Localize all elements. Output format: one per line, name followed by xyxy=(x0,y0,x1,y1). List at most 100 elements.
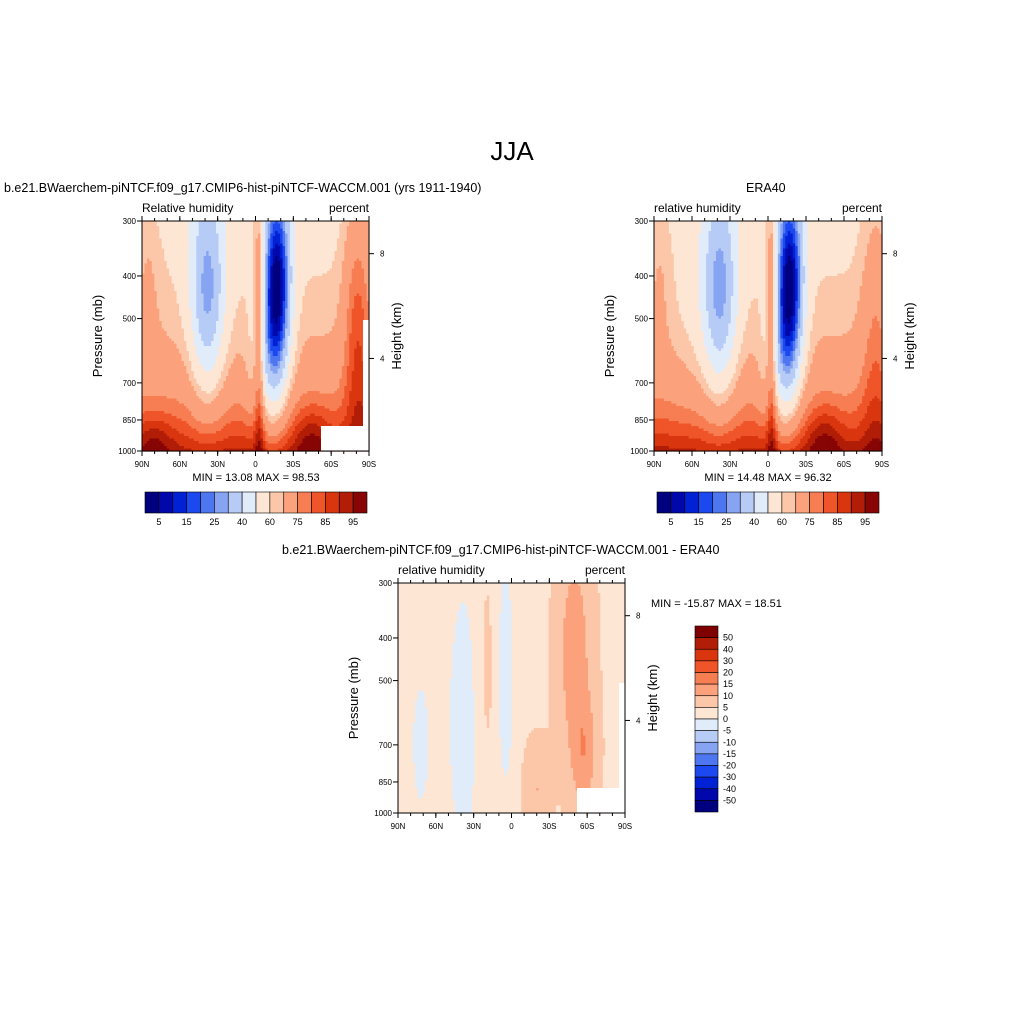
contour-cell xyxy=(193,381,197,385)
contour-cell xyxy=(171,226,175,230)
contour-cell xyxy=(188,376,192,380)
contour-cell xyxy=(164,441,168,445)
contour-cell xyxy=(228,386,232,390)
contour-cell xyxy=(216,316,220,320)
contour-cell xyxy=(218,443,222,447)
contour-cell xyxy=(164,343,168,347)
contour-cell xyxy=(166,276,170,280)
contour-cell xyxy=(161,341,165,345)
contour-cell xyxy=(179,293,183,297)
contour-cell xyxy=(144,303,148,307)
contour-cell xyxy=(216,301,220,305)
contour-cell xyxy=(230,253,234,257)
contour-cell xyxy=(228,416,232,420)
contour-cell xyxy=(166,271,170,275)
contour-cell xyxy=(235,318,239,322)
contour-cell xyxy=(151,296,155,300)
contour-cell xyxy=(206,238,210,242)
contour-cell xyxy=(193,431,197,435)
contour-cell xyxy=(156,386,160,390)
contour-cell xyxy=(216,361,220,365)
contour-cell xyxy=(218,406,222,410)
contour-cell xyxy=(238,276,242,280)
contour-cell xyxy=(188,416,192,420)
contour-cell xyxy=(179,358,183,362)
contour-cell xyxy=(211,253,215,257)
contour-cell xyxy=(193,336,197,340)
contour-cell xyxy=(149,311,153,315)
contour-cell xyxy=(220,358,225,362)
contour-cell xyxy=(181,221,185,225)
contour-cell xyxy=(142,248,146,252)
contour-cell xyxy=(223,226,227,230)
contour-cell xyxy=(144,381,148,385)
contour-cell xyxy=(188,298,192,302)
contour-cell xyxy=(230,243,234,247)
contour-cell xyxy=(225,411,229,415)
contour-cell xyxy=(171,373,175,377)
contour-cell xyxy=(203,223,207,227)
contour-cell xyxy=(196,301,200,305)
contour-cell xyxy=(166,296,170,300)
contour-cell xyxy=(203,351,207,355)
contour-cell xyxy=(211,326,215,330)
contour-cell xyxy=(240,228,244,232)
contour-cell xyxy=(142,246,146,250)
contour-cell xyxy=(142,396,146,400)
contour-cell xyxy=(188,431,192,435)
contour-cell xyxy=(211,441,215,445)
contour-cell xyxy=(233,261,237,265)
contour-cell xyxy=(169,351,173,355)
contour-cell xyxy=(144,348,148,352)
contour-cell xyxy=(179,388,183,392)
contour-cell xyxy=(198,271,202,275)
contour-cell xyxy=(186,261,190,265)
contour-cell xyxy=(206,433,210,437)
contour-cell xyxy=(179,326,183,330)
contour-cell xyxy=(142,238,146,242)
contour-cell xyxy=(171,313,175,317)
contour-cell xyxy=(240,378,244,382)
contour-cell xyxy=(198,338,202,342)
contour-cell xyxy=(233,331,237,335)
contour-cell xyxy=(213,221,217,225)
contour-cell xyxy=(201,441,205,445)
contour-cell xyxy=(203,393,207,397)
contour-cell xyxy=(218,253,222,257)
contour-cell xyxy=(146,396,150,400)
contour-cell xyxy=(228,308,232,312)
contour-cell xyxy=(220,426,225,430)
contour-cell xyxy=(181,423,185,427)
contour-cell xyxy=(198,368,202,372)
contour-cell xyxy=(179,381,183,385)
contour-cell xyxy=(230,276,234,280)
contour-cell xyxy=(188,351,192,355)
contour-cell xyxy=(233,311,237,315)
contour-cell xyxy=(146,241,150,245)
contour-cell xyxy=(218,446,222,450)
contour-cell xyxy=(146,438,150,442)
contour-cell xyxy=(144,391,148,395)
contour-cell xyxy=(230,281,234,285)
contour-cell xyxy=(208,376,212,380)
contour-cell xyxy=(220,306,225,310)
contour-cell xyxy=(186,253,190,257)
contour-cell xyxy=(161,408,165,412)
contour-cell xyxy=(154,328,158,332)
contour-cell xyxy=(146,393,150,397)
contour-cell xyxy=(142,296,146,300)
contour-cell xyxy=(179,228,183,232)
contour-cell xyxy=(220,413,225,417)
contour-cell xyxy=(218,256,222,260)
contour-cell xyxy=(225,298,229,302)
contour-cell xyxy=(203,443,207,447)
contour-cell xyxy=(235,271,239,275)
contour-cell xyxy=(166,291,170,295)
contour-cell xyxy=(240,266,244,270)
contour-cell xyxy=(161,346,165,350)
contour-cell xyxy=(169,431,173,435)
contour-cell xyxy=(235,338,239,342)
contour-cell xyxy=(203,306,207,310)
contour-cell xyxy=(228,233,232,237)
contour-cell xyxy=(186,433,190,437)
